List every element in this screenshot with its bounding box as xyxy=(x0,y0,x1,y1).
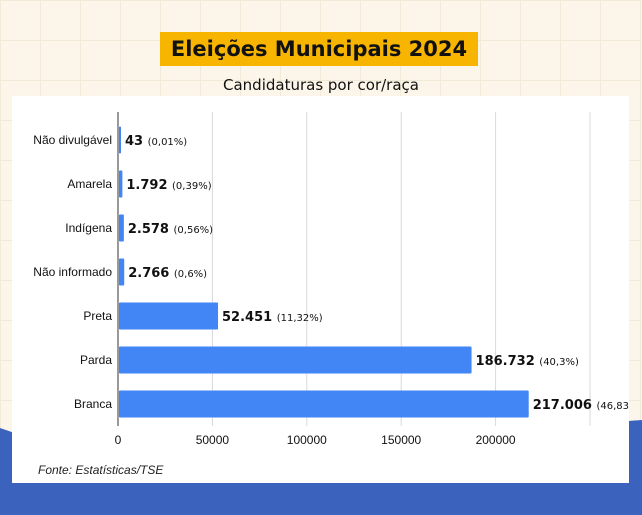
bar xyxy=(119,214,124,242)
bar xyxy=(119,346,472,374)
data-label-value: 1.792 xyxy=(126,178,172,193)
category-label: Preta xyxy=(83,309,112,323)
data-label-percent: (0,01%) xyxy=(148,137,188,148)
data-label: 2.578 (0,56%) xyxy=(128,222,213,237)
category-label: Não informado xyxy=(33,265,112,279)
data-label: 2.766 (0,6%) xyxy=(128,266,207,281)
x-tick-label: 150000 xyxy=(381,433,421,447)
bar-chart: 0 50000 100000 150000 200000 Não divulgável 43… xyxy=(33,112,629,447)
data-label: 52.451 (11,32%) xyxy=(222,310,323,325)
data-label-percent: (0,56%) xyxy=(174,225,214,236)
bar xyxy=(119,390,529,418)
x-tick-label: 0 xyxy=(115,433,122,447)
data-label-value: 43 xyxy=(125,134,148,149)
data-label-percent: (0,6%) xyxy=(174,269,207,280)
category-label: Indígena xyxy=(65,221,112,235)
category-label: Não divulgável xyxy=(33,133,112,147)
data-label-value: 2.766 xyxy=(128,266,174,281)
data-label-percent: (11,32%) xyxy=(277,313,323,324)
x-tick-label: 100000 xyxy=(287,433,327,447)
chart-card: 0 50000 100000 150000 200000 Não divulgável 43… xyxy=(12,96,629,483)
data-label: 43 (0,01%) xyxy=(125,134,187,149)
data-label: 217.006 (46,83%) xyxy=(533,398,629,413)
bar xyxy=(119,170,123,198)
data-label-value: 186.732 xyxy=(476,354,540,369)
data-label: 186.732 (40,3%) xyxy=(476,354,579,369)
x-tick-label: 200000 xyxy=(476,433,516,447)
source-note: Fonte: Estatísticas/TSE xyxy=(38,463,164,477)
category-label: Branca xyxy=(74,397,112,411)
category-label: Parda xyxy=(80,353,112,367)
bar xyxy=(119,302,219,330)
category-label: Amarela xyxy=(67,177,112,191)
x-tick-label: 50000 xyxy=(196,433,230,447)
data-label-percent: (40,3%) xyxy=(539,357,579,368)
data-label-value: 2.578 xyxy=(128,222,174,237)
data-label: 1.792 (0,39%) xyxy=(126,178,211,193)
chart-subtitle: Candidaturas por cor/raça xyxy=(223,76,419,94)
data-label-value: 52.451 xyxy=(222,310,277,325)
bar xyxy=(119,126,121,154)
data-label-percent: (46,83%) xyxy=(596,401,629,412)
data-label-percent: (0,39%) xyxy=(172,181,212,192)
page-title: Eleições Municipais 2024 xyxy=(160,32,478,66)
bar xyxy=(119,258,125,286)
data-label-value: 217.006 xyxy=(533,398,597,413)
